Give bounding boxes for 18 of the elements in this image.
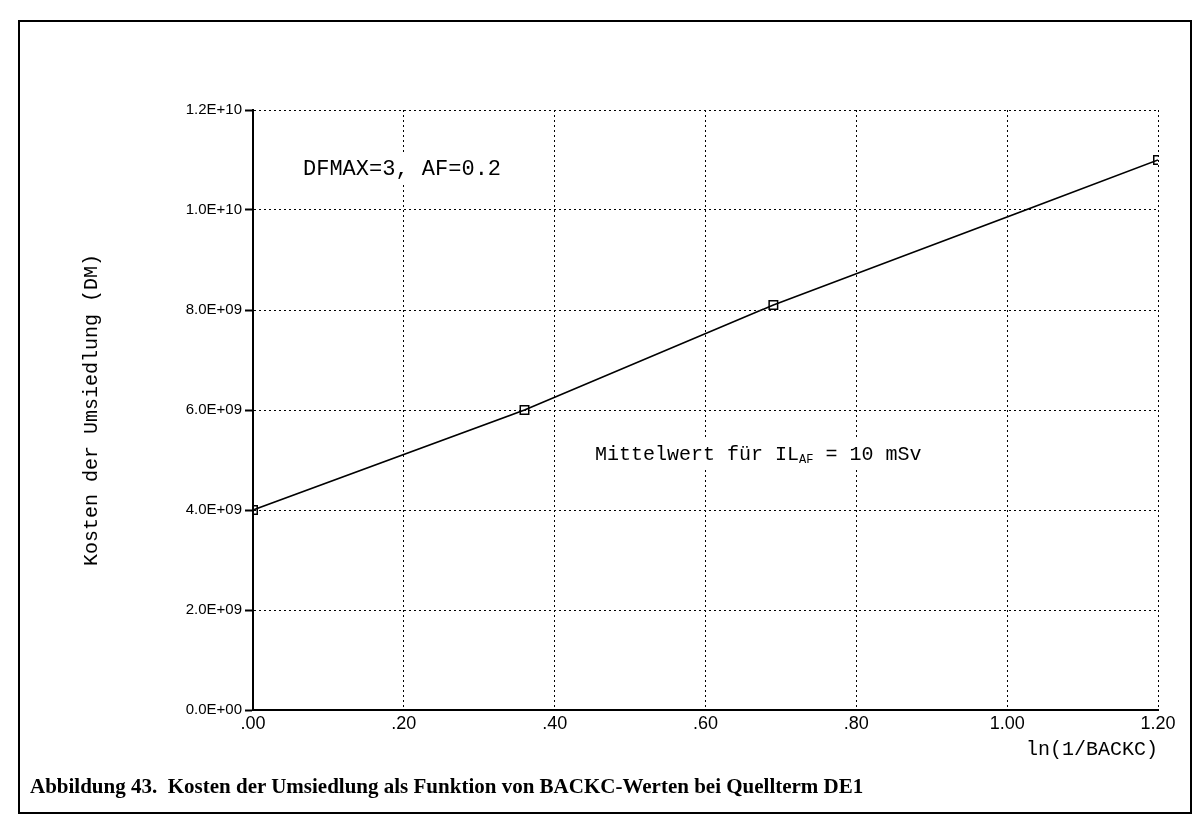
x-axis-title: ln(1/BACKC) [1025, 738, 1158, 762]
x-tick-label: .60 [692, 712, 719, 733]
y-axis-title: Kosten der Umsiedlung (DM) [80, 253, 104, 567]
y-tick-label: 6.0E+09 [185, 400, 242, 418]
y-tick-label: 2.0E+09 [185, 600, 242, 618]
x-tick-label: .40 [542, 712, 568, 733]
x-tick-label: .00 [240, 712, 266, 733]
y-tick-label: 8.0E+09 [185, 300, 242, 318]
y-tick-label: 1.0E+10 [185, 200, 242, 218]
y-tick-label: 1.2E+10 [185, 100, 242, 118]
x-tick-label: 1.00 [989, 712, 1025, 733]
x-tick-label: 1.20 [1140, 712, 1176, 733]
y-tick-label: 4.0E+09 [185, 500, 242, 518]
annotation: DFMAX=3, AF=0.2 [303, 157, 502, 182]
x-tick-label: .20 [391, 712, 417, 733]
x-tick-label: .80 [843, 712, 869, 733]
y-tick-label: 0.0E+00 [185, 700, 242, 718]
text: Abbildung 43. Kosten der Umsiedlung als Funktion von BACKC-Werten bei Quellterm DE1 [30, 774, 864, 799]
